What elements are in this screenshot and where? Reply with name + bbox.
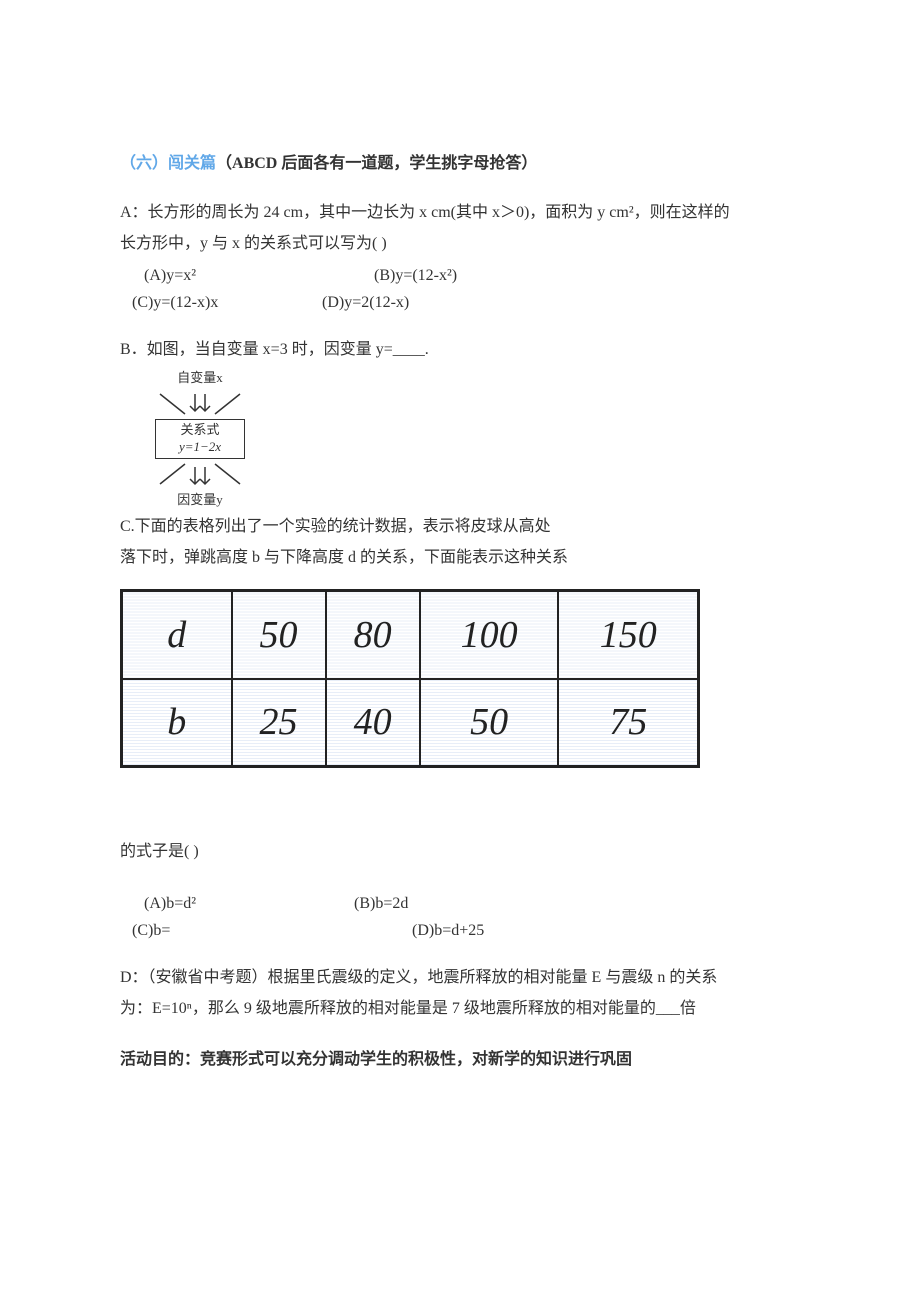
table-cell: 40 [326, 679, 420, 767]
qb-diagram: 自变量x 关系式 y=1−2x 因变量y [120, 367, 280, 511]
qc-line2: 落下时，弹跳高度 b 与下降高度 d 的关系，下面能表示这种关系 [120, 544, 820, 571]
table-row: d 50 80 100 150 [122, 591, 699, 679]
table-cell: 100 [420, 591, 559, 679]
qb-text: B．如图，当自变量 x=3 时，因变量 y=____. [120, 336, 820, 363]
table-row: b 25 40 50 75 [122, 679, 699, 767]
qb-relation-box: 关系式 y=1−2x [155, 419, 245, 459]
table-cell: b [122, 679, 232, 767]
qd-line1: D：（安徽省中考题）根据里氏震级的定义，地震所释放的相对能量 E 与震级 n 的… [120, 964, 820, 991]
qc-data-table: d 50 80 100 150 b 25 40 50 75 [120, 589, 700, 768]
qc-after-table: 的式子是( ) [120, 838, 820, 865]
qb-bottom-label: 因变量y [120, 489, 280, 511]
qc-line1: C.下面的表格列出了一个实验的统计数据，表示将皮球从高处 [120, 513, 820, 540]
table-cell: d [122, 591, 232, 679]
qb-box-line1: 关系式 [156, 422, 244, 439]
arrow-down-bottom-icon [140, 459, 260, 489]
qa-line1: A：长方形的周长为 24 cm，其中一边长为 x cm(其中 x＞0)，面积为 … [120, 199, 820, 226]
section-heading: （六）闯关篇（ABCD 后面各有一道题，学生挑字母抢答） [120, 150, 820, 177]
qa-line2: 长方形中，y 与 x 的关系式可以写为( ) [120, 230, 820, 257]
arrow-down-top-icon [140, 389, 260, 419]
qc-opt-c: (C)b= [132, 917, 412, 944]
table-cell: 50 [420, 679, 559, 767]
qa-options-row2: (C)y=(12-x)x (D)y=2(12-x) [120, 289, 820, 316]
qa-options-row1: (A)y=x² (B)y=(12-x²) [120, 262, 820, 289]
table-cell: 50 [232, 591, 326, 679]
qb-top-label: 自变量x [120, 367, 280, 389]
qb-box-line2: y=1−2x [156, 439, 244, 456]
heading-rest: （ABCD 后面各有一道题，学生挑字母抢答） [216, 155, 537, 172]
qc-options-row1: (A)b=d² (B)b=2d [120, 890, 820, 917]
table-cell: 25 [232, 679, 326, 767]
qd-line2: 为：E=10ⁿ，那么 9 级地震所释放的相对能量是 7 级地震所释放的相对能量的… [120, 995, 820, 1022]
heading-prefix: （六）闯关篇 [120, 155, 216, 172]
table-cell: 80 [326, 591, 420, 679]
qa-opt-a: (A)y=x² [144, 262, 374, 289]
table-cell: 75 [558, 679, 698, 767]
qa-opt-b: (B)y=(12-x²) [374, 262, 457, 289]
qa-opt-d: (D)y=2(12-x) [322, 289, 409, 316]
table-cell: 150 [558, 591, 698, 679]
qc-opt-a: (A)b=d² [144, 890, 354, 917]
activity-purpose: 活动目的：竞赛形式可以充分调动学生的积极性，对新学的知识进行巩固 [120, 1046, 820, 1073]
qc-opt-d: (D)b=d+25 [412, 917, 484, 944]
qc-options-row2: (C)b= (D)b=d+25 [120, 917, 820, 944]
qa-opt-c: (C)y=(12-x)x [132, 289, 322, 316]
qc-opt-b: (B)b=2d [354, 890, 408, 917]
